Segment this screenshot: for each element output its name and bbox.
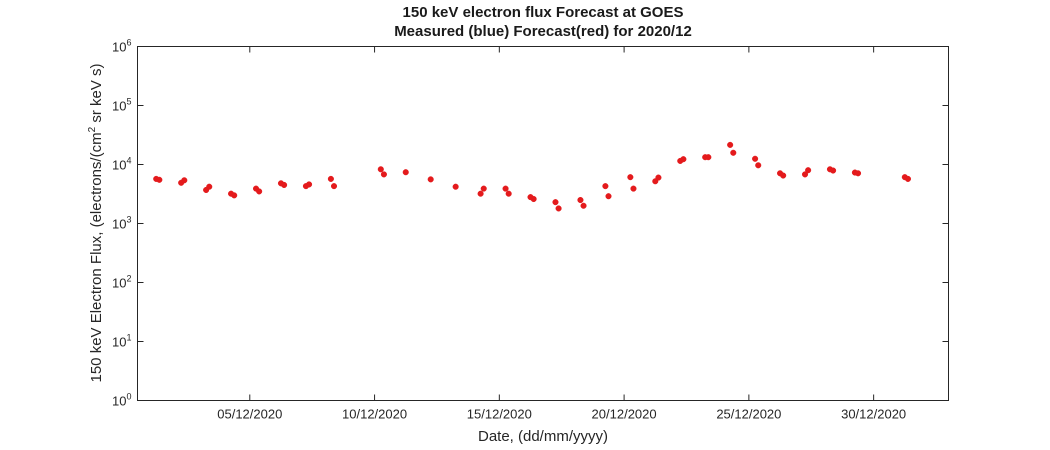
data-point bbox=[904, 175, 912, 182]
y-axis-label: 150 keV Electron Flux, (electrons/(cm2 s… bbox=[87, 64, 105, 383]
data-point bbox=[801, 171, 809, 178]
data-point bbox=[427, 176, 434, 183]
data-point bbox=[452, 183, 459, 190]
y-tick-label: 104 bbox=[112, 156, 131, 173]
data-point bbox=[231, 192, 238, 199]
data-point bbox=[605, 193, 612, 200]
data-point bbox=[327, 175, 334, 182]
data-point bbox=[502, 185, 509, 192]
data-point bbox=[655, 174, 662, 181]
data-point bbox=[627, 174, 634, 181]
chart-title: 150 keV electron flux Forecast at GOES bbox=[402, 4, 684, 21]
data-point bbox=[206, 183, 213, 190]
data-point bbox=[727, 141, 734, 148]
data-point bbox=[805, 167, 812, 174]
y-axis-label-tail: sr keV s) bbox=[88, 63, 105, 127]
y-axis-label-superscript: 2 bbox=[87, 126, 98, 133]
y-tick-label: 101 bbox=[112, 333, 131, 350]
data-point bbox=[281, 181, 288, 189]
data-point bbox=[377, 166, 384, 173]
x-axis-label: Date, (dd/mm/yyyy) bbox=[477, 428, 609, 445]
x-tick-label: 25/12/2020 bbox=[716, 407, 781, 422]
data-point bbox=[530, 195, 537, 203]
y-tick-label: 102 bbox=[112, 274, 131, 291]
y-axis-label-main: 150 keV Electron Flux, (electrons/(cm bbox=[88, 132, 105, 383]
x-tick-label: 15/12/2020 bbox=[467, 407, 532, 422]
data-point bbox=[780, 172, 787, 179]
x-tick-label: 10/12/2020 bbox=[342, 407, 407, 422]
y-tick-label: 106 bbox=[112, 38, 131, 55]
data-point bbox=[477, 190, 484, 197]
x-tick-label: 20/12/2020 bbox=[592, 407, 657, 422]
chart-subtitle: Measured (blue) Forecast(red) for 2020/1… bbox=[394, 23, 692, 40]
data-point bbox=[156, 176, 163, 183]
data-point bbox=[730, 149, 737, 156]
y-tick-label: 103 bbox=[112, 215, 131, 232]
data-point bbox=[480, 185, 487, 192]
data-point bbox=[552, 199, 559, 206]
data-point bbox=[830, 167, 837, 174]
data-point bbox=[854, 170, 862, 177]
data-point bbox=[181, 177, 188, 184]
data-point bbox=[580, 202, 587, 209]
data-point bbox=[752, 155, 759, 162]
data-point bbox=[402, 169, 409, 176]
data-point bbox=[505, 190, 512, 197]
data-point bbox=[630, 185, 637, 192]
data-point bbox=[680, 156, 687, 163]
x-tick-label: 30/12/2020 bbox=[841, 407, 906, 422]
data-point bbox=[755, 162, 762, 169]
data-point bbox=[256, 188, 263, 195]
data-point bbox=[380, 171, 387, 178]
data-point bbox=[602, 183, 609, 190]
y-tick-label: 105 bbox=[112, 97, 131, 114]
data-point bbox=[577, 196, 584, 204]
data-point bbox=[330, 183, 338, 190]
data-point bbox=[555, 205, 562, 212]
y-tick-label: 100 bbox=[112, 392, 131, 409]
x-tick-label: 05/12/2020 bbox=[217, 407, 282, 422]
axes-box bbox=[137, 46, 949, 401]
data-point bbox=[705, 154, 712, 161]
data-point bbox=[306, 181, 313, 188]
